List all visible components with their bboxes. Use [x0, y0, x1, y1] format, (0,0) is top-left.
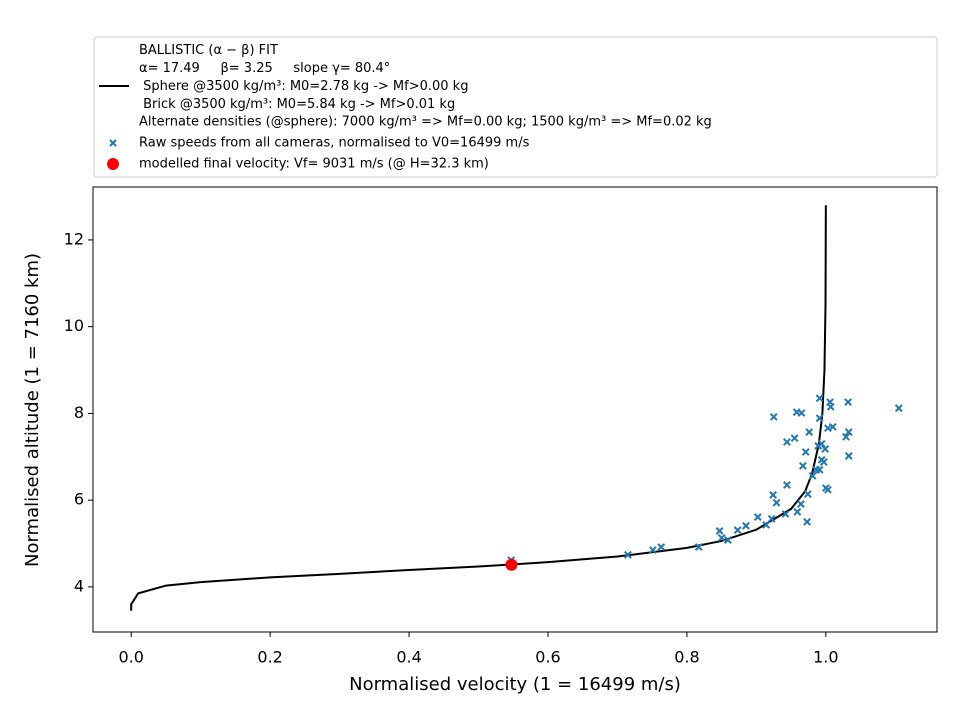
scatter-point — [815, 465, 824, 474]
scatter-point — [808, 471, 817, 480]
scatter-point — [733, 526, 742, 534]
plot-frame — [92, 186, 938, 633]
y-tick-label: 10 — [64, 316, 84, 335]
y-axis-label: Normalised altitude (1 = 7160 km) — [22, 253, 43, 567]
scatter-point — [772, 498, 781, 507]
scatter-point — [815, 394, 824, 403]
y-tick-label: 12 — [64, 229, 84, 248]
scatter-point — [844, 428, 853, 436]
y-tick-label: 6 — [74, 490, 84, 509]
scatter-point — [769, 412, 778, 421]
scatter-point — [783, 481, 791, 489]
scatter-point — [842, 432, 850, 441]
x-tick-label: 0.4 — [396, 648, 421, 667]
scatter-point — [790, 434, 799, 443]
scatter-point — [781, 510, 790, 518]
scatter-point — [799, 461, 807, 470]
scatter-point — [657, 543, 666, 551]
scatter-point — [821, 445, 830, 453]
scatter-point — [844, 452, 853, 460]
x-axis-label: Normalised velocity (1 = 16499 m/s) — [349, 674, 681, 695]
scatter-point — [815, 414, 824, 423]
y-tick-label: 4 — [74, 576, 84, 595]
scatter-point — [793, 507, 802, 516]
legend-label: BALLISTIC (α − β) FIT α= 17.49 β= 3.25 sl… — [139, 43, 468, 112]
scatter-point — [801, 448, 810, 456]
legend-note: Alternate densities (@sphere): 7000 kg/m… — [139, 115, 712, 130]
scatter-point — [724, 536, 732, 544]
x-tick-label: 0.6 — [535, 648, 560, 667]
legend-label: modelled final velocity: Vf= 9031 m/s (@… — [139, 157, 489, 172]
final-point — [505, 558, 518, 571]
scatter-point — [753, 513, 762, 521]
scatter-point — [844, 398, 852, 407]
scatter-point — [783, 438, 791, 446]
scatter-point — [894, 404, 903, 413]
scatter-point — [717, 533, 726, 542]
scatter-point — [767, 514, 776, 523]
scatter-point — [828, 422, 837, 431]
legend-handle — [107, 158, 119, 170]
scatter-point — [826, 398, 834, 407]
scatter-point — [762, 520, 771, 529]
scatter-point — [824, 485, 832, 494]
legend-handle — [109, 139, 117, 147]
scatter-point — [819, 458, 828, 466]
x-tick-label: 1.0 — [813, 648, 838, 667]
scatter-point — [805, 428, 814, 436]
legend-box — [93, 36, 938, 178]
scatter-point — [803, 517, 812, 526]
scatter-point — [769, 491, 777, 499]
scatter-point — [715, 527, 724, 535]
scatter-point — [648, 546, 657, 554]
scatter-point — [796, 500, 805, 508]
scatter-point — [817, 439, 826, 448]
fit-line — [130, 205, 827, 611]
x-tick-label: 0.0 — [118, 648, 143, 667]
scatter-point — [797, 409, 806, 417]
y-tick-label: 8 — [74, 403, 84, 422]
legend-label: Raw speeds from all cameras, normalised … — [139, 136, 530, 151]
x-tick-label: 0.8 — [674, 648, 699, 667]
x-tick-label: 0.2 — [257, 648, 282, 667]
scatter-point — [742, 521, 750, 530]
scatter-point — [623, 550, 632, 559]
scatter-point — [694, 543, 703, 551]
scatter-point — [803, 490, 812, 498]
